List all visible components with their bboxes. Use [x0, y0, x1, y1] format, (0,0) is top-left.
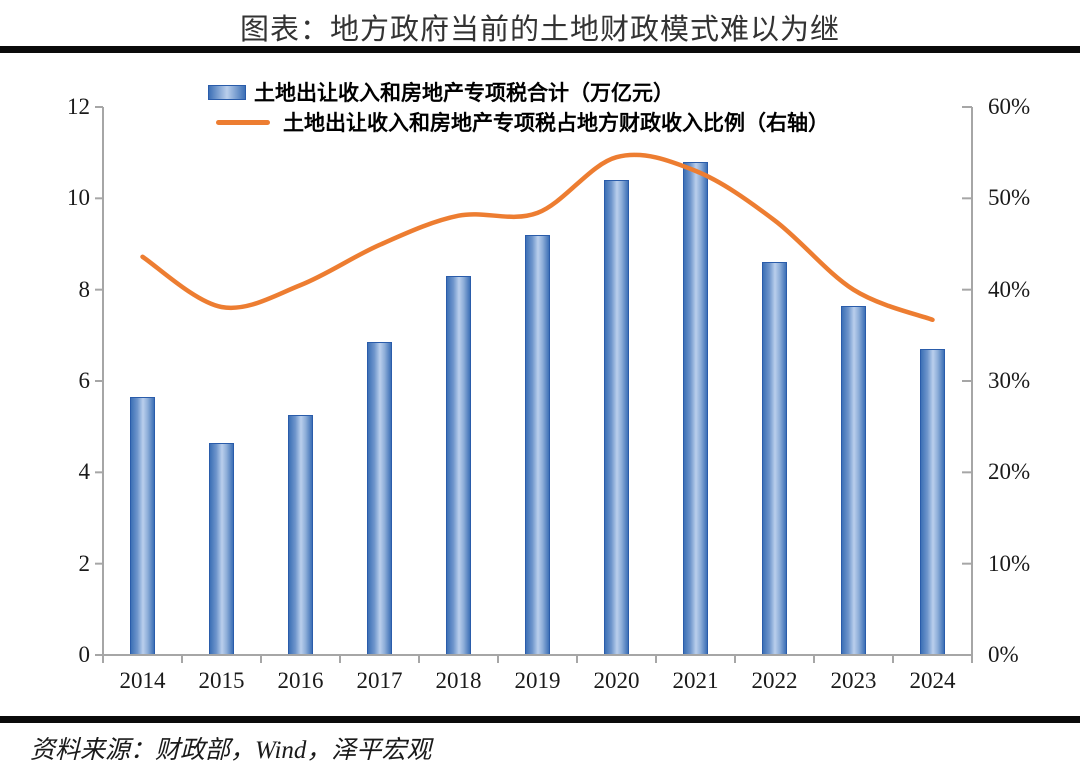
x-axis-label-2020: 2020 [593, 668, 640, 693]
x-axis-label-2022: 2022 [751, 668, 798, 693]
y-axis-right-tick-label: 50% [988, 185, 1031, 211]
y-axis-left-tick-label: 0 [78, 642, 91, 667]
legend-item-bar-series: 土地出让收入和房地产专项税合计（万亿元） [208, 77, 674, 107]
y-axis-left-tick-label: 12 [67, 94, 90, 119]
legend-label-line-series: 土地出让收入和房地产专项税占地方财政收入比例（右轴） [283, 111, 829, 135]
bar-series-swatch-icon [208, 84, 246, 100]
x-axis-label-2017: 2017 [356, 668, 403, 693]
y-axis-right-tick-label: 60% [988, 94, 1031, 119]
x-axis-label-2015: 2015 [198, 668, 245, 693]
top-divider-rule [0, 46, 1080, 53]
y-axis-right-tick-label: 40% [988, 276, 1031, 302]
bar-2017 [367, 342, 392, 655]
bar-2024 [920, 349, 945, 655]
y-axis-left-tick-label: 8 [78, 276, 91, 302]
source-note: 资料来源：财政部，Wind，泽平宏观 [30, 737, 432, 764]
y-axis-right-tick-label: 0% [988, 642, 1019, 667]
bar-2018 [446, 275, 471, 655]
line-series-swatch-icon [216, 119, 270, 125]
x-axis-label-2024: 2024 [909, 668, 956, 693]
y-axis-left-tick-label: 10 [67, 185, 90, 211]
x-axis-label-2014: 2014 [119, 668, 166, 693]
x-axis-label-2023: 2023 [830, 668, 877, 693]
y-axis-left-tick-label: 4 [78, 459, 91, 485]
chart-title: 图表：地方政府当前的土地财政模式难以为继 [239, 14, 840, 46]
bar-2016 [288, 415, 313, 655]
bar-2022 [762, 262, 787, 655]
x-axis-label-2019: 2019 [514, 668, 561, 693]
y-axis-left-tick-label: 2 [78, 550, 91, 576]
x-axis-label-2021: 2021 [672, 668, 719, 693]
legend-item-line-series: 土地出让收入和房地产专项税占地方财政收入比例（右轴） [216, 107, 829, 137]
y-axis-left-tick-label: 6 [78, 368, 91, 393]
y-axis-right-tick-label: 20% [988, 459, 1031, 485]
y-axis-right-tick-label: 10% [988, 550, 1031, 576]
legend-label-bar-series: 土地出让收入和房地产专项税合计（万亿元） [254, 81, 674, 105]
x-axis-label-2016: 2016 [277, 668, 324, 693]
bar-2019 [525, 234, 550, 655]
bar-2023 [841, 305, 866, 655]
x-axis-label-2018: 2018 [435, 668, 482, 693]
bar-2020 [604, 180, 629, 655]
bar-2015 [209, 442, 234, 655]
bar-2021 [683, 161, 708, 655]
y-axis-right-tick-label: 30% [988, 368, 1031, 393]
bar-2014 [130, 396, 155, 655]
bottom-divider-rule [0, 716, 1080, 723]
